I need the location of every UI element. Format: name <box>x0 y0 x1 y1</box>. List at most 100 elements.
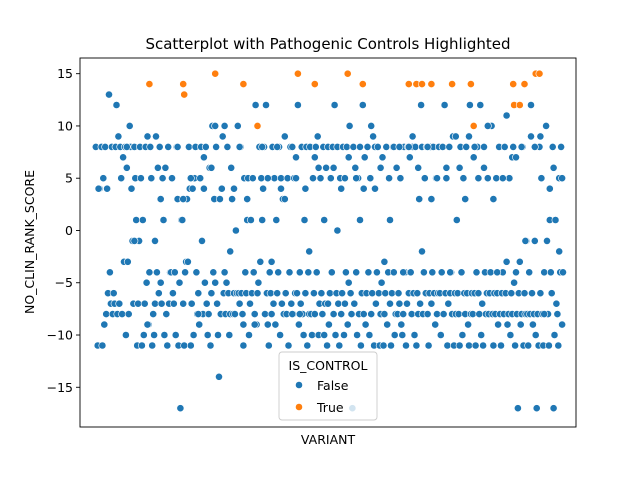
point-false <box>553 310 562 318</box>
point-false <box>399 268 408 277</box>
point-false <box>130 236 139 245</box>
point-false <box>248 174 257 183</box>
point-false <box>360 153 369 162</box>
point-false <box>207 289 216 298</box>
point-false <box>545 184 554 193</box>
point-false <box>527 101 535 109</box>
point-true <box>427 80 436 88</box>
point-false <box>558 174 566 183</box>
point-false <box>102 310 111 318</box>
point-false <box>145 268 154 277</box>
point-true <box>145 80 154 88</box>
point-false <box>280 195 289 203</box>
point-false <box>381 289 390 298</box>
point-false <box>170 268 179 277</box>
point-false <box>399 310 408 318</box>
point-false <box>385 174 393 183</box>
point-false <box>464 320 472 329</box>
point-false <box>186 341 195 350</box>
point-false <box>303 341 312 350</box>
point-false <box>331 331 340 339</box>
point-false <box>322 163 330 172</box>
point-false <box>156 278 165 287</box>
point-false <box>411 142 420 151</box>
point-false <box>169 299 178 308</box>
points-layer <box>91 69 567 413</box>
point-false <box>353 331 361 339</box>
point-false <box>103 184 111 193</box>
point-false <box>99 174 108 183</box>
point-false <box>161 163 170 172</box>
point-false <box>472 268 481 277</box>
point-false <box>497 341 505 350</box>
point-false <box>320 331 329 339</box>
point-false <box>200 278 209 287</box>
point-false <box>410 331 419 339</box>
point-false <box>423 142 432 151</box>
point-false <box>122 163 131 172</box>
point-false <box>480 142 488 151</box>
point-false <box>469 153 478 162</box>
point-false <box>440 101 449 109</box>
point-false <box>465 101 474 109</box>
point-false <box>259 184 267 193</box>
point-false <box>361 320 370 329</box>
point-true <box>358 80 367 88</box>
point-false <box>176 404 185 413</box>
point-false <box>377 278 386 287</box>
point-false <box>220 268 229 277</box>
point-false <box>199 153 208 162</box>
point-false <box>231 226 240 235</box>
point-false <box>478 299 487 308</box>
point-false <box>150 331 158 339</box>
plot-frame <box>79 57 577 428</box>
point-false <box>327 268 336 277</box>
point-true <box>469 122 478 130</box>
point-false <box>457 268 466 277</box>
point-false <box>270 174 279 183</box>
point-false <box>555 247 564 256</box>
point-false <box>118 310 126 318</box>
point-false <box>292 174 300 183</box>
point-false <box>379 341 388 350</box>
point-false <box>419 268 428 277</box>
point-false <box>228 195 236 203</box>
point-false <box>325 289 334 298</box>
point-false <box>151 299 159 308</box>
point-false <box>143 320 152 329</box>
point-false <box>112 101 121 109</box>
point-false <box>217 184 226 193</box>
point-false <box>254 278 263 287</box>
point-false <box>438 142 447 151</box>
point-false <box>340 299 349 308</box>
point-false <box>175 278 184 287</box>
point-false <box>548 142 557 151</box>
point-false <box>529 320 537 329</box>
point-false <box>230 184 238 193</box>
point-false <box>194 289 203 298</box>
point-false <box>547 289 556 298</box>
point-false <box>313 132 322 141</box>
point-false <box>493 268 502 277</box>
point-false <box>280 132 289 141</box>
point-false <box>207 163 216 172</box>
point-false <box>550 331 559 339</box>
point-false <box>209 268 218 277</box>
point-false <box>288 142 297 151</box>
point-false <box>402 341 410 350</box>
point-false <box>380 310 389 318</box>
point-false <box>515 257 524 266</box>
point-false <box>267 310 276 318</box>
point-false <box>158 174 167 183</box>
point-false <box>122 142 131 151</box>
legend-label-false: False <box>317 378 349 393</box>
point-false <box>137 341 146 350</box>
point-false <box>424 341 433 350</box>
point-false <box>413 289 422 298</box>
point-false <box>521 236 530 245</box>
point-false <box>283 174 292 183</box>
point-false <box>246 216 255 224</box>
point-false <box>431 320 440 329</box>
point-false <box>387 341 395 350</box>
point-false <box>281 289 290 298</box>
